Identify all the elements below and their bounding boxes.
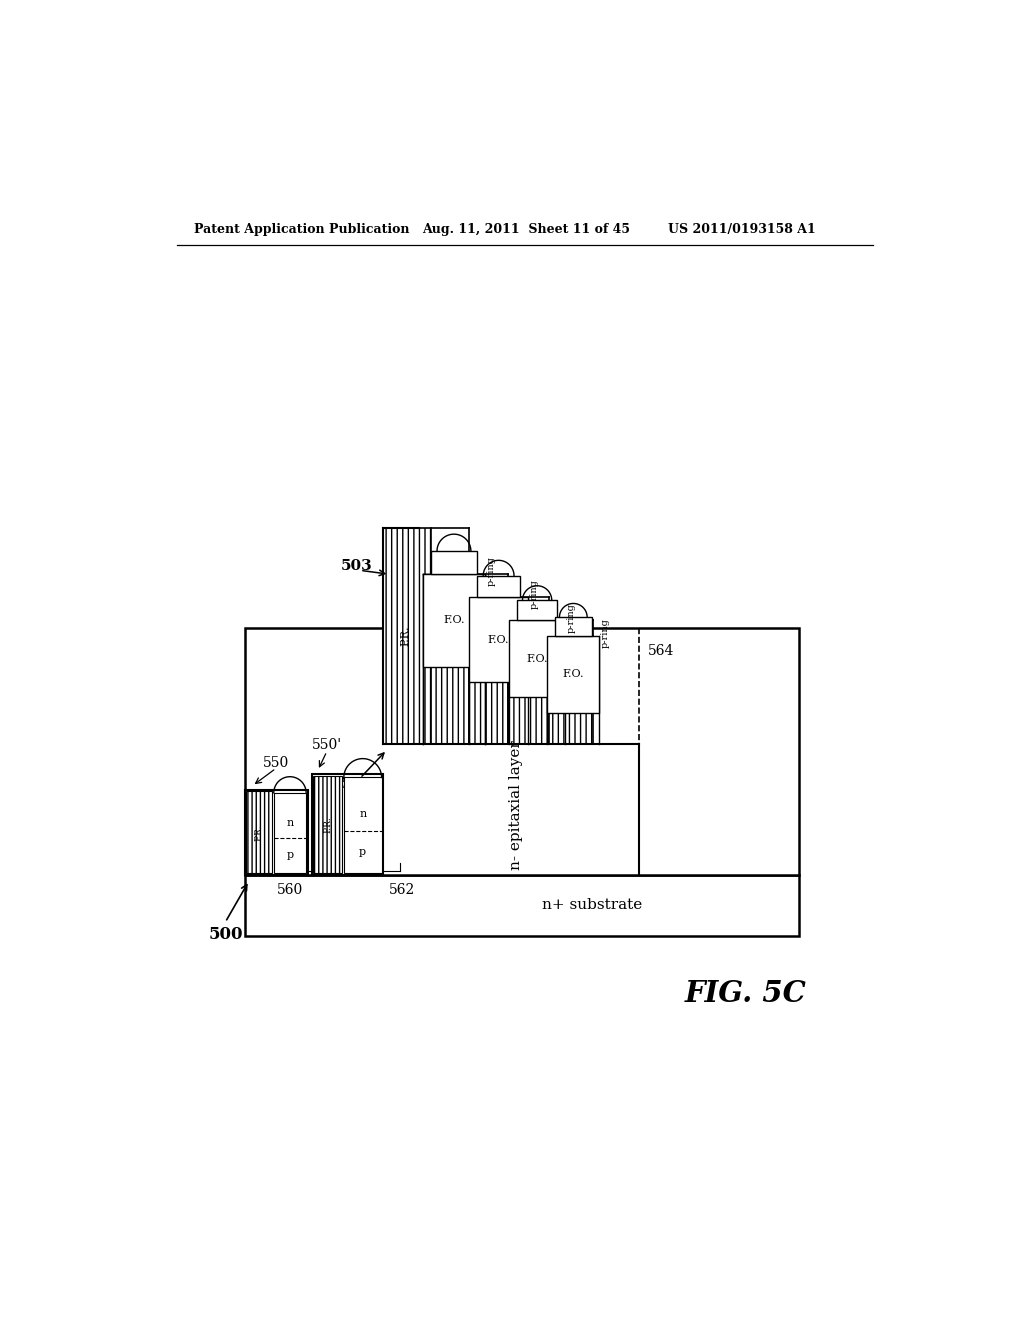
Bar [547,636,599,713]
Bar [549,636,593,743]
Text: 500: 500 [209,927,244,942]
Text: p-ring: p-ring [486,556,496,586]
Text: 564: 564 [648,644,675,659]
Bar [517,601,557,620]
Text: F.O.: F.O. [562,669,584,680]
Text: n: n [287,818,294,829]
Text: 503: 503 [341,560,373,573]
Text: US 2011/0193158 A1: US 2011/0193158 A1 [668,223,816,236]
Bar [344,777,382,873]
Text: n+ substrate: n+ substrate [543,899,643,912]
Bar [273,793,306,873]
Bar [383,528,431,743]
Bar [508,620,549,743]
Text: p: p [359,847,367,857]
Bar [313,776,342,873]
Text: 562: 562 [388,883,415,896]
Text: Patent Application Publication: Patent Application Publication [194,223,410,236]
Text: p-ring: p-ring [529,579,539,609]
Text: F.O.: F.O. [526,653,548,664]
Bar [509,620,565,697]
Text: P.R.: P.R. [255,824,263,841]
Text: Aug. 11, 2011  Sheet 11 of 45: Aug. 11, 2011 Sheet 11 of 45 [422,223,630,236]
Text: n: n [359,809,367,818]
Bar [245,628,799,875]
Text: 560: 560 [276,883,303,896]
Text: P.R.: P.R. [400,626,410,645]
Text: p: p [287,850,294,861]
Bar [246,792,272,873]
Text: FIG. 5C: FIG. 5C [685,979,807,1008]
Bar [469,598,508,743]
Bar [431,574,469,743]
Bar [245,874,799,936]
Text: F.O.: F.O. [443,615,465,626]
Text: p-ring: p-ring [601,619,610,648]
Bar [423,574,484,667]
Bar [469,597,528,682]
Text: p-ring: p-ring [566,603,575,632]
Text: n- epitaxial layer: n- epitaxial layer [509,741,522,870]
Text: 501: 501 [341,776,373,791]
Text: 550': 550' [312,738,342,752]
Bar [311,775,383,875]
Text: F.O.: F.O. [487,635,509,644]
Text: P.R.: P.R. [324,816,332,833]
Bar [477,576,520,598]
Text: 550: 550 [263,756,289,770]
Bar [431,552,477,574]
Bar [555,618,592,636]
Bar [245,789,307,875]
